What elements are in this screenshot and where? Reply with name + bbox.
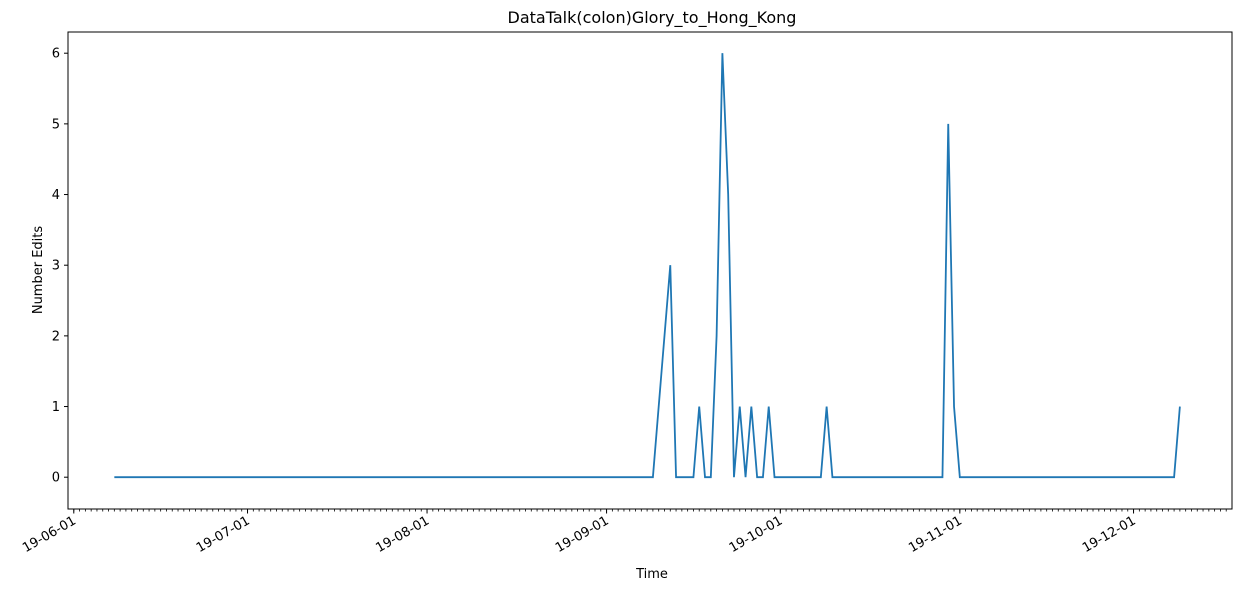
y-tick-label: 3 xyxy=(52,259,60,274)
y-tick-label: 1 xyxy=(52,400,60,415)
x-tick-label: 19-06-01 xyxy=(20,513,79,555)
x-axis-label: Time xyxy=(635,567,668,582)
x-tick-label: 19-08-01 xyxy=(373,513,432,555)
y-axis-label: Number Edits xyxy=(31,226,46,315)
chart-title: DataTalk(colon)Glory_to_Hong_Kong xyxy=(508,8,797,28)
x-tick-label: 19-12-01 xyxy=(1080,513,1139,555)
x-axis: 19-06-01 19-07-01 19-08-01 19-09-01 19-10-01… xyxy=(20,509,1227,556)
x-tick-label: 19-09-01 xyxy=(553,513,612,555)
x-tick-label: 19-11-01 xyxy=(906,513,965,555)
series-layer xyxy=(114,53,1181,479)
y-tick-label: 6 xyxy=(52,47,60,62)
plot-frame xyxy=(67,31,1233,510)
y-tick-label: 0 xyxy=(52,471,60,486)
y-tick-label: 2 xyxy=(52,329,60,344)
x-tick-label: 19-07-01 xyxy=(194,513,253,555)
x-tick-label: 19-10-01 xyxy=(727,513,786,555)
y-tick-label: 5 xyxy=(52,117,60,132)
series-line-0 xyxy=(114,53,1181,479)
y-axis: 0 1 2 3 4 5 6 xyxy=(52,47,68,486)
y-tick-label: 4 xyxy=(52,188,60,203)
